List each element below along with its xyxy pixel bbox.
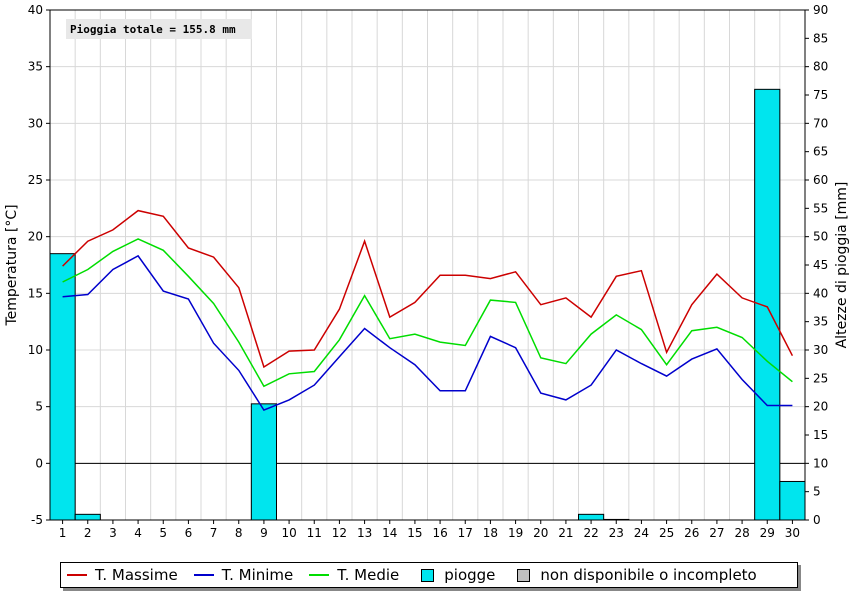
rain-bar	[779, 480, 806, 521]
chart-grid	[50, 9, 805, 521]
rain-bar	[49, 253, 76, 521]
series-line	[62, 254, 793, 412]
legend-line-min	[193, 574, 214, 576]
tick-label-x: 17	[458, 526, 473, 540]
tick-label-right: 40	[813, 286, 828, 300]
legend-label-avg: T. Medie	[337, 566, 400, 584]
legend: T. Massime T. Minime T. Medie piogge non…	[60, 562, 798, 588]
tick-label-right: 85	[813, 31, 828, 45]
tick-label-x: 3	[109, 526, 117, 540]
tick-label-right: 30	[813, 343, 828, 357]
tick-label-x: 29	[760, 526, 775, 540]
legend-line-max	[67, 574, 87, 576]
tick-label-right: 0	[813, 513, 821, 527]
tick-label-right: 20	[813, 400, 828, 414]
tick-label-x: 2	[84, 526, 92, 540]
tick-label-left: 30	[28, 116, 43, 130]
legend-item-max: T. Massime	[67, 566, 178, 584]
rain-temperature-chart: -505101520253035400510152025303540455055…	[4, 3, 850, 540]
legend-label-rain: piogge	[444, 566, 496, 584]
legend-label-min: T. Minime	[221, 566, 294, 584]
legend-label-na: non disponibile o incompleto	[540, 566, 757, 584]
tick-label-x: 6	[185, 526, 193, 540]
rain-bar	[578, 513, 605, 521]
y-axis-label-right: Altezze di pioggia [mm]	[834, 182, 850, 349]
tick-label-x: 14	[382, 526, 397, 540]
tick-label-right: 5	[813, 485, 821, 499]
tick-label-x: 18	[483, 526, 498, 540]
tick-label-right: 55	[813, 201, 828, 215]
tick-label-x: 28	[734, 526, 749, 540]
tick-label-x: 5	[159, 526, 167, 540]
tick-label-left: -5	[31, 513, 43, 527]
rain-bar	[74, 513, 101, 521]
tick-label-right: 70	[813, 116, 828, 130]
rain-bar	[250, 403, 277, 521]
rain-bar	[754, 88, 781, 521]
annotation-box	[66, 19, 252, 39]
tick-label-x: 16	[432, 526, 447, 540]
axis-ticks: -505101520253035400510152025303540455055…	[28, 3, 829, 540]
tick-label-right: 75	[813, 88, 828, 102]
tick-label-x: 26	[684, 526, 699, 540]
tick-label-right: 60	[813, 173, 828, 187]
legend-item-rain: piogge	[415, 566, 495, 584]
tick-label-left: 40	[28, 3, 43, 17]
tick-label-left: 0	[35, 456, 43, 470]
tick-label-left: 35	[28, 60, 43, 74]
tick-label-x: 22	[583, 526, 598, 540]
series-line	[62, 238, 793, 388]
tick-label-x: 1	[59, 526, 67, 540]
tick-label-x: 7	[210, 526, 218, 540]
tick-label-left: 5	[35, 400, 43, 414]
tick-label-right: 10	[813, 456, 828, 470]
temperature-lines	[62, 209, 794, 412]
tick-label-right: 90	[813, 3, 828, 17]
tick-label-right: 65	[813, 145, 828, 159]
legend-swatch-rain	[421, 568, 435, 582]
legend-item-na: non disponibile o incompleto	[511, 566, 757, 584]
tick-label-right: 80	[813, 60, 828, 74]
legend-item-avg: T. Medie	[309, 566, 399, 584]
tick-label-x: 15	[407, 526, 422, 540]
tick-label-x: 4	[134, 526, 142, 540]
tick-label-left: 25	[28, 173, 43, 187]
legend-line-avg	[309, 574, 330, 576]
tick-label-x: 25	[659, 526, 674, 540]
tick-label-x: 9	[260, 526, 268, 540]
tick-label-x: 19	[508, 526, 523, 540]
tick-label-x: 23	[609, 526, 624, 540]
tick-label-right: 50	[813, 230, 828, 244]
legend-label-max: T. Massime	[95, 566, 178, 584]
y-axis-label-left: Temperatura [°C]	[4, 204, 20, 326]
tick-label-x: 20	[533, 526, 548, 540]
legend-item-min: T. Minime	[193, 566, 294, 584]
tick-label-right: 35	[813, 315, 828, 329]
tick-label-x: 8	[235, 526, 243, 540]
tick-label-x: 27	[709, 526, 724, 540]
tick-label-x: 13	[357, 526, 372, 540]
series-line	[62, 209, 794, 369]
tick-label-right: 25	[813, 371, 828, 385]
tick-label-x: 12	[332, 526, 347, 540]
rain-bars	[49, 88, 806, 521]
tick-label-right: 15	[813, 428, 828, 442]
tick-label-left: 10	[28, 343, 43, 357]
tick-label-x: 21	[558, 526, 573, 540]
tick-label-x: 11	[307, 526, 322, 540]
legend-swatch-na	[517, 568, 531, 582]
tick-label-left: 15	[28, 286, 43, 300]
tick-label-x: 10	[281, 526, 296, 540]
tick-label-left: 20	[28, 230, 43, 244]
tick-label-x: 30	[785, 526, 800, 540]
rain-total-annotation: Pioggia totale = 155.8 mm	[70, 23, 236, 36]
tick-label-right: 45	[813, 258, 828, 272]
tick-label-x: 24	[634, 526, 649, 540]
